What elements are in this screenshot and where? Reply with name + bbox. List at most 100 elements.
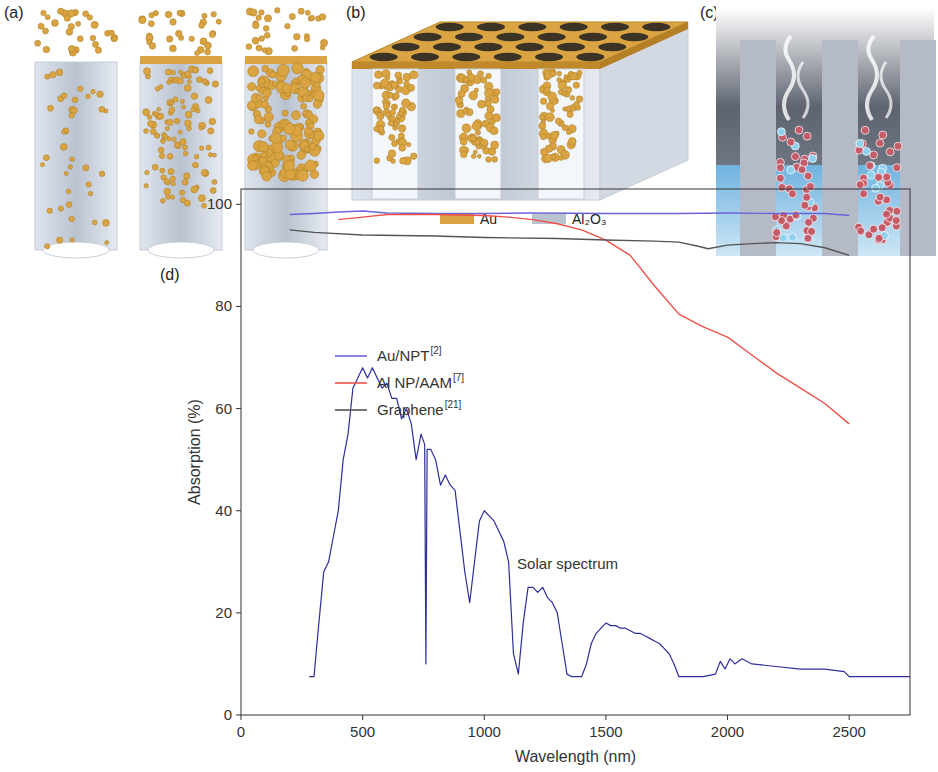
gold-particle — [160, 168, 165, 173]
gold-particle — [199, 122, 206, 129]
gold-particle — [139, 16, 146, 23]
gold-particle — [394, 122, 399, 127]
particle — [870, 225, 878, 233]
gold-particle — [272, 81, 277, 86]
gold-particle — [410, 153, 417, 160]
panel-a: (a) — [4, 4, 328, 258]
gold-particle — [491, 141, 499, 149]
pore-hole — [576, 53, 604, 61]
gold-particle — [313, 100, 321, 108]
gold-particle — [199, 146, 204, 151]
gold-particle — [264, 112, 273, 121]
x-tick-label: 2000 — [711, 723, 744, 740]
gold-particle — [471, 154, 476, 159]
gold-particle — [380, 79, 389, 88]
gold-particle — [566, 106, 572, 112]
particle — [861, 126, 869, 134]
pore-hole — [477, 23, 505, 31]
annotation: Solar spectrum — [517, 555, 618, 572]
legend-label: Graphene — [377, 401, 444, 418]
gold-particle — [270, 133, 281, 144]
plot-frame — [241, 189, 910, 715]
gold-particle — [72, 97, 78, 103]
gold-particle — [172, 137, 177, 142]
gold-cap — [140, 56, 222, 64]
gold-particle — [182, 105, 186, 109]
gold-particle — [313, 90, 324, 101]
gold-particle — [298, 8, 304, 14]
particle — [805, 218, 813, 226]
gold-particle — [144, 184, 149, 189]
gold-particle — [174, 142, 179, 147]
x-tick — [605, 715, 606, 720]
pore-hole — [535, 53, 563, 61]
gold-particle — [481, 77, 487, 83]
panel-label: (c) — [700, 4, 719, 21]
gold-particle — [377, 112, 384, 119]
gold-particle — [148, 21, 154, 27]
gold-particle — [157, 107, 161, 111]
gold-particle — [305, 160, 317, 172]
gold-particle — [164, 188, 171, 195]
pore-hole — [433, 43, 461, 51]
gold-particle — [147, 115, 152, 120]
gold-particle — [61, 93, 67, 99]
legend-label: Au/NPT — [377, 347, 430, 364]
gold-particle — [277, 64, 289, 76]
gold-particle — [143, 68, 150, 75]
particle — [778, 183, 786, 191]
particle — [860, 190, 868, 198]
gold-particle — [174, 118, 179, 123]
gold-particle — [270, 71, 276, 77]
gold-particle — [391, 105, 395, 109]
gold-particle — [265, 121, 271, 127]
gold-particle — [58, 206, 63, 211]
gold-particle — [149, 43, 156, 50]
gold-particle — [68, 165, 73, 170]
steam — [867, 36, 877, 120]
x-tick-label: 2500 — [832, 723, 865, 740]
gold-particle — [455, 97, 463, 105]
gold-particle — [284, 160, 295, 171]
gold-particle — [56, 69, 63, 76]
gold-particle — [69, 113, 74, 118]
gold-particle — [216, 19, 221, 24]
gold-particle — [170, 195, 174, 199]
gold-particle — [50, 71, 56, 77]
alumina-wall — [740, 40, 776, 256]
gold-particle — [180, 99, 184, 103]
solar-spectrum-line — [309, 368, 910, 677]
gold-particle — [283, 123, 294, 134]
gold-particle — [406, 142, 410, 146]
gold-particle — [300, 78, 310, 88]
gold-particle — [97, 91, 103, 97]
panel-b: (b)AuAl₂O₃ — [346, 4, 688, 227]
gold-particle — [211, 11, 217, 17]
x-tick — [362, 715, 363, 720]
steam — [798, 62, 808, 118]
gold-particle — [66, 29, 73, 36]
gold-particle — [158, 147, 164, 153]
panel-label: (b) — [346, 4, 366, 21]
alumina-front — [352, 62, 600, 200]
y-axis-title: Absorption (%) — [186, 399, 203, 505]
particle — [883, 210, 891, 218]
gold-particle — [68, 45, 75, 52]
legend-ref: [2] — [431, 345, 442, 356]
particle — [878, 224, 886, 232]
pore-channel — [455, 69, 501, 199]
gold-particle — [463, 109, 468, 114]
gold-particle — [256, 15, 261, 20]
gold-particle — [144, 129, 149, 134]
gold-particle — [392, 104, 398, 110]
gold-particle — [199, 126, 203, 130]
x-tick-label: 1500 — [589, 723, 622, 740]
alumina-pore — [35, 62, 117, 250]
gold-particle — [485, 112, 493, 120]
gold-particle — [264, 15, 271, 22]
gold-particle — [282, 110, 288, 116]
y-tick — [236, 510, 241, 511]
gold-particle — [92, 41, 98, 47]
gold-particle — [199, 23, 205, 29]
gold-particle — [292, 63, 304, 75]
